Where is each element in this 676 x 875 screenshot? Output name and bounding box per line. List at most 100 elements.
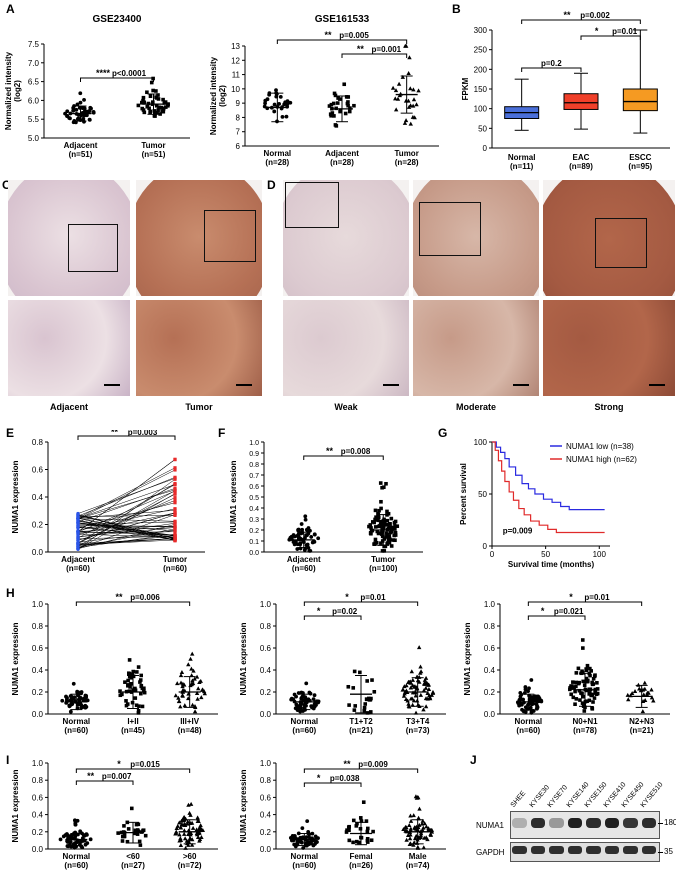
- data-point: [408, 696, 414, 701]
- data-point: [293, 842, 298, 847]
- group-n: (n=60): [292, 861, 316, 870]
- data-point: [625, 692, 630, 697]
- data-point: [357, 840, 361, 845]
- data-point: [582, 709, 587, 713]
- data-point: [140, 704, 145, 709]
- sig-pvalue: p=0.002: [580, 11, 610, 20]
- data-point: [67, 703, 72, 708]
- data-point: [373, 525, 378, 529]
- data-point: [133, 828, 138, 833]
- pair-line: [77, 525, 176, 527]
- data-point: [284, 114, 289, 119]
- zoom-box: [204, 210, 256, 262]
- chart-survival: 0 50 100 0 50 100 Percent survival Survival tim…: [459, 438, 637, 569]
- data-point: [292, 834, 297, 838]
- data-point: [120, 692, 124, 697]
- group-n: (n=74): [406, 861, 430, 870]
- survival-pvalue: p=0.009: [503, 527, 533, 536]
- data-point: [129, 682, 133, 686]
- adjacent-point: [76, 512, 80, 517]
- data-point: [78, 100, 83, 105]
- data-point: [188, 656, 193, 661]
- data-point: [155, 110, 159, 115]
- data-point: [401, 693, 407, 698]
- data-point: [306, 840, 310, 844]
- data-point: [592, 696, 597, 700]
- gapdh-band: [604, 846, 619, 854]
- y-tick-label: 0.0: [484, 710, 496, 719]
- group-n: (n=95): [628, 162, 652, 171]
- sig-bracket: [80, 77, 154, 82]
- data-point: [161, 106, 166, 111]
- data-point: [370, 678, 374, 682]
- data-point: [363, 702, 368, 706]
- pair-line: [77, 493, 176, 550]
- data-point: [136, 711, 141, 715]
- data-point: [298, 542, 302, 547]
- data-point: [82, 97, 86, 102]
- data-point: [79, 690, 84, 694]
- ihc-caption: Weak: [334, 402, 358, 412]
- data-point: [147, 106, 151, 111]
- group-label: Adjacent: [325, 149, 359, 158]
- sig-pvalue: p=0.02: [332, 607, 358, 616]
- data-point: [292, 692, 297, 697]
- data-point: [351, 840, 355, 845]
- pair-line: [77, 469, 176, 520]
- data-point: [423, 675, 429, 680]
- data-point: [416, 645, 422, 650]
- y-tick-label: 7: [236, 128, 241, 137]
- data-point: [332, 91, 337, 96]
- adjacent-point: [76, 529, 80, 534]
- data-point: [202, 691, 207, 696]
- data-point: [422, 821, 427, 826]
- y-tick-label: 0: [483, 542, 488, 551]
- chart-title: GSE161533: [315, 14, 370, 25]
- data-point: [158, 112, 162, 116]
- data-point: [385, 509, 389, 514]
- data-point: [640, 709, 646, 714]
- data-point: [355, 821, 359, 826]
- y-tick-label: 0.1: [249, 539, 259, 546]
- adjacent-point: [76, 523, 80, 528]
- data-point: [641, 692, 646, 697]
- data-point: [200, 828, 206, 833]
- y-tick-label: 0.6: [249, 484, 259, 491]
- data-point: [116, 831, 120, 835]
- data-point: [368, 697, 373, 702]
- data-point: [521, 697, 526, 702]
- data-point: [354, 839, 359, 844]
- group-n: (n=27): [121, 861, 145, 870]
- data-point: [587, 698, 592, 703]
- box: [563, 93, 599, 110]
- data-point: [304, 681, 309, 686]
- data-point: [274, 88, 278, 93]
- data-point: [518, 691, 523, 695]
- data-point: [382, 485, 386, 490]
- data-point: [649, 695, 655, 700]
- data-point: [60, 698, 65, 703]
- data-point: [580, 669, 584, 674]
- marker-tick-35: [658, 852, 663, 853]
- data-point: [589, 669, 593, 673]
- sig-bracket: [77, 435, 176, 440]
- tumor-point: [173, 508, 177, 512]
- y-tick-label: 0.6: [260, 644, 272, 653]
- data-point: [79, 705, 84, 710]
- data-point: [418, 669, 424, 674]
- data-point: [131, 669, 136, 674]
- data-point: [312, 532, 317, 537]
- data-point: [426, 828, 432, 833]
- y-tick-label: 0.8: [32, 776, 44, 785]
- y-axis-label: NUMA1 expression: [463, 622, 472, 695]
- data-point: [374, 515, 378, 519]
- data-point: [384, 481, 388, 486]
- ihc-adjacent-overview: [8, 180, 130, 296]
- data-point: [416, 815, 421, 820]
- data-point: [133, 696, 138, 700]
- data-point: [65, 695, 69, 700]
- data-point: [402, 689, 408, 694]
- data-point: [304, 527, 309, 532]
- adjacent-point: [76, 547, 80, 551]
- y-tick-label: 7.0: [28, 59, 40, 68]
